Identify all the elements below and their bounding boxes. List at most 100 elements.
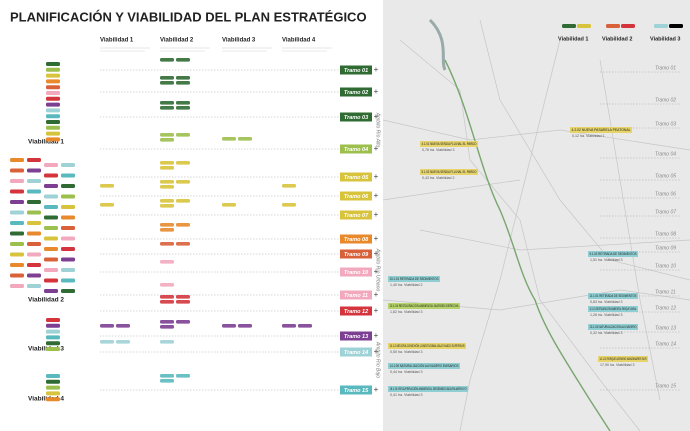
legend-chip — [61, 236, 75, 241]
chip — [176, 223, 190, 227]
chip — [100, 324, 114, 328]
chip — [160, 340, 174, 344]
legend-chip — [46, 329, 60, 334]
callout-note: 0,32 ha. Viabilidad 3 — [590, 331, 623, 335]
map-tramo-label: Tramo 06 — [655, 191, 676, 197]
map-legend-chip — [621, 24, 635, 28]
legend-chip — [44, 184, 58, 188]
tramo-box — [340, 385, 372, 395]
legend-chip — [61, 163, 75, 167]
callout-note: 1,40 ha. Viabilidad 2 — [390, 283, 423, 287]
map-legend-chip — [654, 24, 668, 28]
tramo-label: Tramo 08 — [344, 237, 369, 243]
legend-chip — [44, 205, 58, 209]
map-tramo-label: Tramo 02 — [655, 97, 676, 103]
legend-chip — [46, 108, 60, 113]
legend-chip — [44, 215, 58, 220]
chip — [176, 58, 190, 62]
plus: + — [374, 144, 379, 153]
legend-chip — [61, 194, 75, 199]
legend-chip — [46, 102, 60, 107]
legend-chip — [10, 158, 24, 162]
callout-title: 4.1.01 NUEVA SENDA FLUVIAL EL PARDO — [422, 142, 477, 146]
chip — [160, 374, 174, 378]
legend-chip — [10, 189, 24, 194]
tramo-box — [340, 210, 372, 220]
legend-chip — [27, 158, 41, 162]
callout-title: 13.1.03 NATURALIZACIÓN ALIVIADERO — [590, 324, 637, 329]
legend-chip — [61, 226, 75, 230]
legend-chip — [27, 242, 41, 246]
legend-chip — [27, 231, 41, 236]
chip — [176, 295, 190, 299]
chip — [160, 228, 174, 232]
tramo-box — [340, 191, 372, 201]
chip — [160, 320, 174, 324]
legend-chip — [10, 210, 24, 215]
map-tramo-label: Tramo 01 — [655, 65, 676, 71]
callout-note: 0,41 ha. Viabilidad 3 — [390, 393, 423, 397]
map-tramo-label: Tramo 09 — [655, 245, 676, 251]
chip — [160, 180, 174, 184]
plus: + — [374, 290, 379, 299]
legend-chip — [27, 273, 41, 278]
legend-chip — [10, 252, 24, 257]
chip — [160, 300, 174, 304]
callout-title: 14.1.05 NATURALIZACIÓN ALIVIADERO EMISAR… — [390, 363, 459, 368]
chip — [176, 76, 190, 80]
legend-chip — [44, 278, 58, 283]
legend-chip — [46, 323, 60, 328]
plus: + — [374, 331, 379, 340]
legend-chip — [44, 268, 58, 272]
ambito-label: Ámbito Río Alto — [375, 112, 382, 148]
legend-chip — [10, 231, 24, 236]
legend-chip — [61, 205, 75, 209]
callout-box — [420, 141, 478, 147]
callout-note: 1,51 ha. Viabilidad 3 — [590, 258, 623, 262]
map-legend-label: Viabilidad 2 — [602, 36, 632, 42]
chip — [282, 203, 296, 207]
tramo-label: Tramo 09 — [344, 252, 369, 258]
legend-chip — [46, 62, 60, 66]
chip — [160, 223, 174, 227]
map-tramo-label: Tramo 12 — [655, 305, 676, 311]
plus: + — [374, 112, 379, 121]
callout-box — [388, 363, 460, 369]
map-legend-chip — [606, 24, 620, 28]
plus: + — [374, 65, 379, 74]
content: Viabilidad 1 Viabilidad 2 Viabilidad 3 Viab… — [10, 24, 683, 403]
chip — [160, 379, 174, 383]
tramo-box — [340, 347, 372, 357]
legend-chip — [61, 184, 75, 188]
plus: + — [374, 191, 379, 200]
chip — [176, 199, 190, 203]
tramo-label: Tramo 02 — [344, 90, 368, 96]
tramo-label: Tramo 14 — [344, 350, 368, 356]
legend-chip — [46, 385, 60, 390]
callout-box — [388, 343, 466, 349]
callout-title: 5.1.02 NUEVA SENDA FLUVIAL EL PARDO — [422, 170, 477, 174]
callout-box — [588, 251, 638, 257]
map-tramo-label: Tramo 04 — [655, 151, 676, 157]
chip — [222, 137, 236, 141]
callout-box — [388, 386, 468, 392]
legend-chip — [27, 263, 41, 267]
map-tramo-label: Tramo 07 — [655, 209, 676, 215]
tramo-box — [340, 87, 372, 97]
legend-chip — [46, 318, 60, 322]
callout-note: 0,50 ha. Viabilidad 3 — [390, 350, 423, 354]
callout-note: 0,43 ha. Viabilidad 2 — [422, 176, 455, 180]
legend-chip — [27, 210, 41, 215]
tramo-box — [340, 331, 372, 341]
legend-chip — [46, 391, 60, 396]
chip — [100, 203, 114, 207]
legend-chip — [10, 242, 24, 246]
legend-chip — [44, 247, 58, 251]
legend-chip — [46, 335, 60, 340]
map-legend-label: Viabilidad 1 — [558, 36, 588, 42]
chip — [160, 185, 174, 189]
tramo-label: Tramo 11 — [344, 293, 368, 299]
tramo-box — [340, 144, 372, 154]
legend-chip — [46, 91, 60, 95]
